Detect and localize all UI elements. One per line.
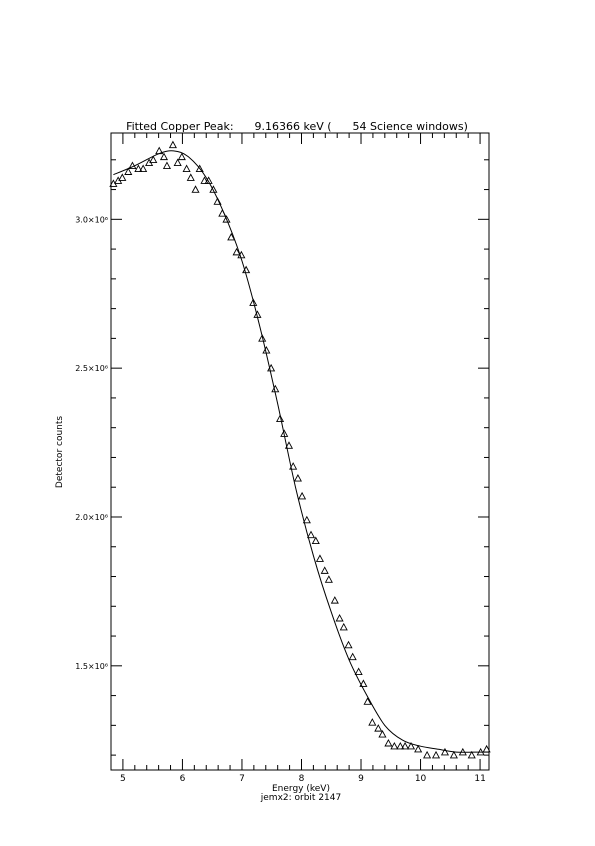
data-point — [213, 197, 222, 205]
data-point — [134, 164, 143, 172]
data-point — [284, 441, 294, 449]
data-point — [186, 173, 195, 181]
data-point — [335, 613, 344, 622]
chart-title: Fitted Copper Peak: 9.16366 keV ( 54 Sci… — [126, 120, 468, 133]
data-point — [173, 158, 182, 167]
data-point — [222, 215, 231, 223]
axis-ticks — [110, 133, 489, 770]
data-point — [139, 164, 148, 172]
data-point — [476, 747, 485, 756]
data-point — [298, 491, 307, 500]
data-point — [458, 747, 467, 756]
data-point — [306, 530, 316, 539]
data-point — [242, 265, 251, 274]
y-tick-label-2: 2.5×10⁶ — [75, 364, 108, 373]
data-points — [109, 140, 491, 759]
data-point — [200, 176, 209, 184]
data-point — [237, 250, 246, 259]
data-point — [330, 596, 339, 604]
data-point — [118, 173, 127, 181]
data-point — [311, 536, 320, 545]
data-point — [253, 310, 262, 318]
data-point — [401, 741, 410, 750]
x-tick-label-2: 7 — [239, 774, 245, 784]
data-point — [168, 140, 177, 149]
data-point — [149, 155, 158, 164]
y-tick-label-3: 3.0×10⁶ — [75, 215, 108, 224]
data-point — [359, 679, 368, 687]
data-point — [227, 232, 236, 241]
data-point — [320, 566, 329, 574]
data-point — [467, 750, 476, 759]
data-point — [280, 429, 289, 437]
data-point — [276, 414, 285, 423]
data-point — [128, 161, 137, 169]
y-axis-label: Detector counts — [55, 416, 65, 488]
data-point — [249, 298, 258, 306]
data-point — [449, 750, 458, 759]
data-point — [204, 176, 213, 184]
data-point — [159, 152, 169, 161]
x-tick-label-3: 8 — [299, 774, 305, 784]
data-point — [354, 667, 363, 676]
data-point — [414, 744, 423, 753]
data-point — [162, 161, 172, 169]
data-point — [289, 462, 298, 470]
data-point — [374, 724, 383, 732]
data-point — [406, 741, 416, 750]
chart-subtitle: jemx2: orbit 2147 — [260, 793, 341, 803]
fit-curve — [113, 150, 489, 753]
x-axis-label: Energy (keV) — [272, 784, 330, 794]
data-point — [440, 747, 450, 756]
data-point — [431, 750, 441, 759]
data-point — [315, 554, 324, 562]
data-point — [258, 334, 267, 342]
data-point — [124, 167, 133, 175]
plot-frame — [110, 132, 490, 771]
axis-tick-labels: 5 6 7 8 9 10 11 1.5×10⁶ 2.0×10⁶ 2.5×10⁶ 3.0×10⁶ — [75, 215, 486, 784]
data-point — [293, 474, 302, 482]
x-tick-label-1: 6 — [180, 774, 186, 784]
data-point — [267, 363, 276, 372]
data-point — [384, 738, 393, 747]
x-tick-label-0: 5 — [120, 774, 126, 784]
data-point — [232, 247, 241, 256]
x-tick-label-5: 10 — [415, 774, 427, 784]
data-point — [348, 652, 357, 661]
data-point — [262, 346, 271, 354]
data-point — [155, 146, 164, 155]
data-point — [368, 718, 377, 726]
data-point — [271, 384, 280, 393]
data-point — [423, 750, 432, 759]
data-point — [191, 185, 200, 193]
data-point — [209, 185, 218, 193]
data-point — [396, 741, 405, 750]
data-point — [182, 164, 191, 172]
data-point — [363, 697, 372, 705]
data-point — [324, 575, 333, 583]
data-point — [195, 164, 204, 172]
y-tick-label-0: 1.5×10⁶ — [75, 662, 108, 671]
data-point — [339, 622, 348, 631]
y-tick-label-1: 2.0×10⁶ — [75, 513, 108, 522]
data-point — [344, 640, 353, 649]
data-point — [302, 515, 311, 524]
data-point — [378, 730, 387, 738]
data-point — [390, 741, 399, 750]
x-tick-label-6: 11 — [474, 774, 485, 784]
data-point — [218, 209, 227, 217]
data-point — [177, 152, 186, 161]
data-point — [482, 744, 491, 753]
x-tick-label-4: 9 — [358, 774, 364, 784]
